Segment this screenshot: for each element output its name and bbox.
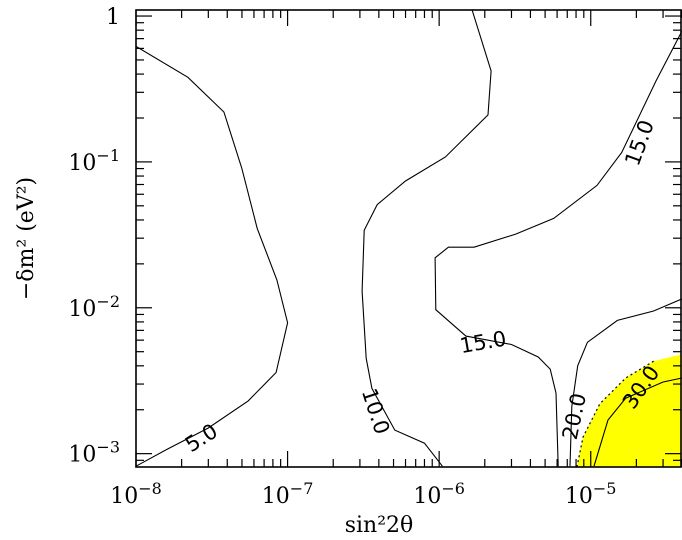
- x-tick-label: 10−5: [565, 479, 617, 509]
- contour-label-10-0: 10.0: [357, 385, 394, 437]
- plot-frame: [135, 9, 682, 468]
- contour-line-5-0: [136, 45, 289, 467]
- contour-labels-layer: 5.010.015.015.020.030.0: [181, 117, 664, 457]
- x-tick-labels: 10−8 10−7 10−6 10−5: [110, 479, 616, 509]
- y-tick-label: 10−3: [68, 438, 120, 468]
- contour-line-15-0: [434, 30, 682, 467]
- contour-line-30-0: [593, 377, 682, 467]
- x-axis-title: sin²2θ: [345, 513, 414, 538]
- axis-ticks-layer: [135, 10, 682, 467]
- contour-lines-layer: [136, 10, 682, 467]
- y-tick-label: 10−1: [68, 146, 120, 176]
- contour-line-20-0: [569, 298, 682, 467]
- shaded-region-layer: [576, 354, 682, 467]
- shaded-region-boundary: [576, 360, 654, 467]
- y-axis-title: −δm² (eV²): [14, 177, 39, 300]
- contour-label-15-0-b: 15.0: [620, 117, 659, 169]
- x-tick-label: 10−8: [110, 479, 162, 509]
- x-tick-label: 10−6: [413, 479, 465, 509]
- x-tick-label: 10−7: [262, 479, 314, 509]
- yellow-excluded-region: [576, 354, 682, 467]
- y-tick-label: 10−2: [68, 292, 120, 322]
- y-tick-label: 1: [106, 5, 120, 30]
- contour-line-10-0: [361, 10, 492, 467]
- contour-label-15-0: 15.0: [458, 326, 508, 358]
- y-tick-labels: 10−3 10−2 10−1 1: [68, 5, 120, 468]
